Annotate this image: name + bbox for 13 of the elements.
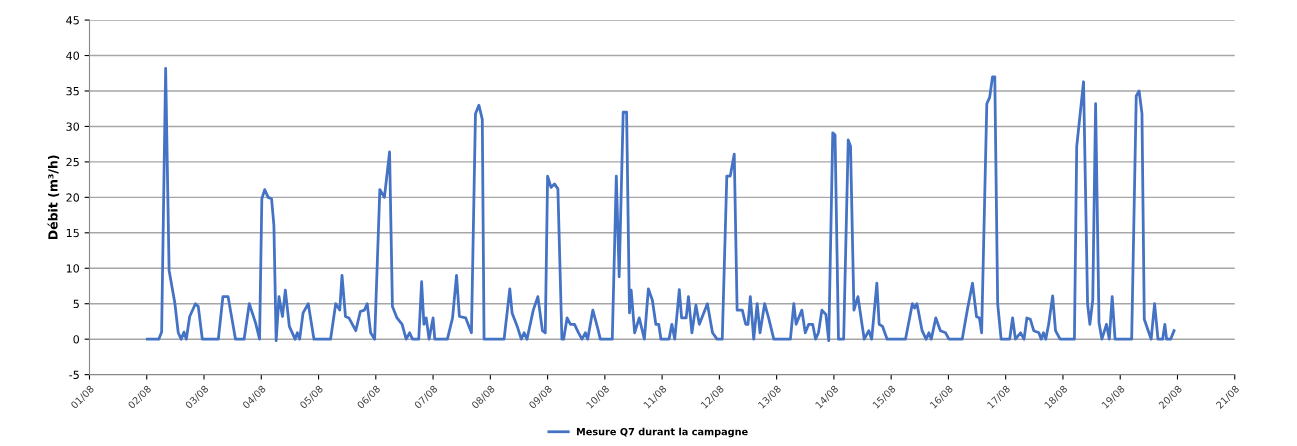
y-tick-label: 5 bbox=[73, 299, 79, 309]
y-tick-label: 10 bbox=[66, 264, 80, 273]
y-tick-label: 30 bbox=[66, 122, 80, 131]
y-axis-title: Débit (m³/h) bbox=[47, 155, 60, 240]
y-tick-label: 20 bbox=[66, 193, 80, 202]
y-tick-label: 35 bbox=[66, 86, 79, 96]
y-tick-label: -5 bbox=[69, 370, 79, 380]
y-tick-label: 25 bbox=[66, 157, 79, 167]
y-tick-label: 15 bbox=[66, 228, 79, 238]
y-tick-label: 40 bbox=[66, 51, 80, 60]
y-tick-label: 0 bbox=[73, 335, 80, 344]
y-tick-label: 45 bbox=[66, 16, 79, 25]
legend-label: Mesure Q7 durant la campagne bbox=[576, 427, 748, 438]
